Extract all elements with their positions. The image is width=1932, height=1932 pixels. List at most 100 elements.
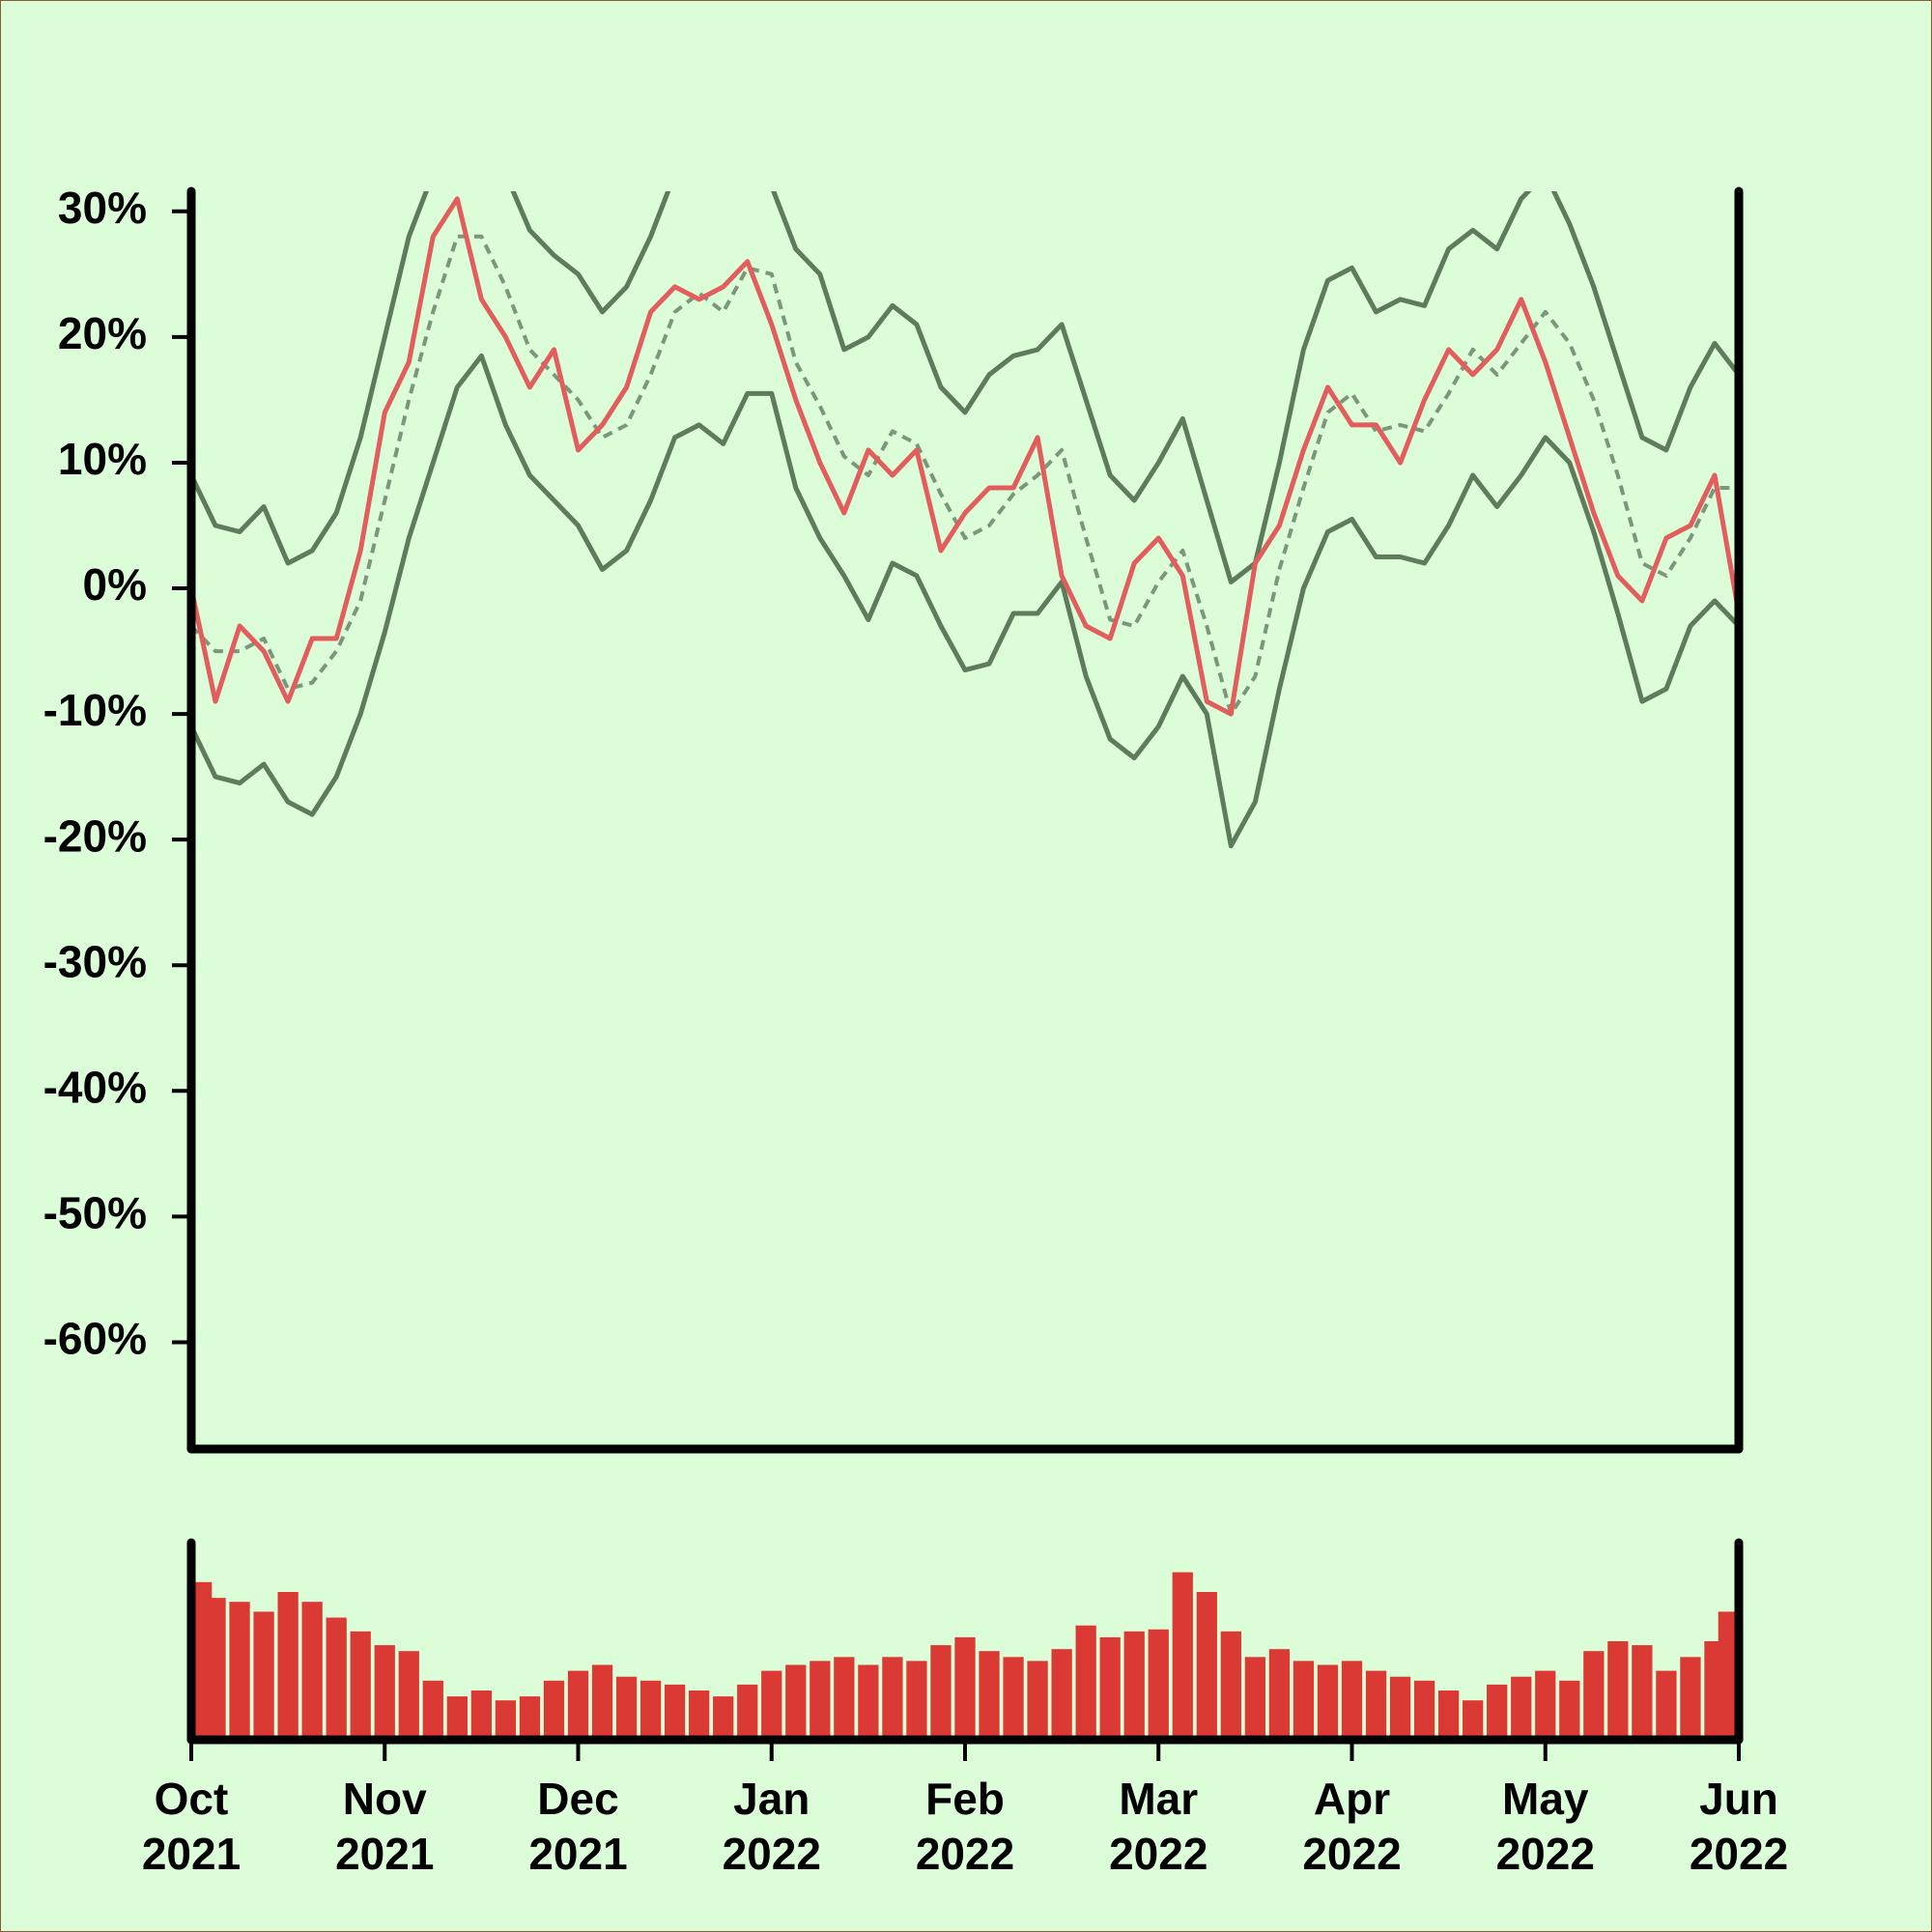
volume-bar [930, 1645, 952, 1740]
x-tick-label: Oct 2021 [142, 1774, 241, 1879]
volume-bar [1341, 1661, 1363, 1740]
volume-bar [1511, 1676, 1532, 1740]
volume-bar [1051, 1649, 1072, 1740]
volume-bar [1075, 1625, 1096, 1740]
volume-bar [664, 1684, 686, 1740]
volume-bar [1718, 1611, 1739, 1740]
volume-bar [1365, 1670, 1387, 1740]
x-tick-label-line: Jan [733, 1774, 810, 1824]
x-tick-label-line: Nov [343, 1774, 427, 1824]
x-tick-label-line: Apr [1314, 1774, 1390, 1824]
volume-bar [1437, 1690, 1460, 1740]
volume-bar [398, 1651, 419, 1740]
y-tick-label: -50% [43, 1188, 147, 1238]
volume-bar [253, 1611, 274, 1740]
volume-bar [470, 1690, 493, 1740]
volume-bar [1220, 1631, 1241, 1740]
volume-bar [326, 1617, 347, 1740]
volume-bar [277, 1592, 298, 1740]
y-tick-label: -60% [43, 1314, 147, 1364]
y-tick-label: 20% [58, 308, 147, 358]
x-tick-label: May 2022 [1496, 1774, 1595, 1879]
volume-bar [882, 1657, 903, 1740]
volume-bar [205, 1598, 226, 1740]
x-tick-label: Nov 2021 [335, 1774, 434, 1879]
volume-bar [495, 1700, 517, 1740]
volume-bar [689, 1690, 710, 1740]
x-tick-label-line: Jun [1699, 1774, 1778, 1824]
axes [186, 186, 1744, 1745]
x-tick-label-line: 2021 [142, 1829, 241, 1879]
volume-bar [1244, 1657, 1266, 1740]
volume-bar [519, 1696, 541, 1740]
volume-bar [446, 1696, 468, 1740]
y-tick-label: 30% [58, 183, 147, 233]
x-tick-label-line: Dec [537, 1774, 618, 1824]
volume-bar [785, 1664, 807, 1740]
volume-bar [1559, 1680, 1580, 1740]
volume-bar [761, 1670, 782, 1740]
x-tick-label: Jun 2022 [1690, 1774, 1788, 1879]
line-series [191, 191, 1739, 584]
volume-bar [1487, 1684, 1508, 1740]
volume-bar [1196, 1592, 1217, 1740]
x-tick-label-line: May [1502, 1774, 1589, 1824]
volume-bar [1099, 1636, 1121, 1740]
volume-bar [1003, 1657, 1024, 1740]
x-tick-label-line: 2022 [1109, 1829, 1208, 1879]
volume-bar [1123, 1631, 1145, 1740]
y-tick-label: -30% [43, 936, 147, 986]
volume-bar [1148, 1629, 1169, 1740]
x-tick-label-line: Feb [925, 1774, 1005, 1824]
volume-bar [422, 1680, 443, 1740]
volume-bar [713, 1696, 734, 1740]
volume-bar [810, 1661, 831, 1740]
volume-bar [543, 1680, 565, 1740]
x-tick-label: Apr 2022 [1302, 1774, 1401, 1879]
x-tick-label: Feb 2022 [916, 1774, 1014, 1879]
y-tick-label: -40% [43, 1062, 147, 1112]
line-series [191, 234, 1739, 717]
x-tick-label: Jan 2022 [723, 1774, 821, 1879]
volume-bar [1583, 1651, 1605, 1740]
x-tick-label-line: Mar [1119, 1774, 1198, 1824]
x-tick-label-line: 2022 [1302, 1829, 1401, 1879]
line-series [191, 353, 1739, 849]
volume-bar [1680, 1657, 1701, 1740]
volume-bar [1293, 1661, 1315, 1740]
line-series [191, 196, 1739, 717]
y-tick-label: -20% [43, 810, 147, 861]
x-tick-label: Dec 2021 [528, 1774, 627, 1879]
volume-bar [615, 1676, 638, 1740]
volume-bar [1268, 1649, 1291, 1740]
volume-bar [954, 1636, 976, 1740]
x-tick-label-line: 2022 [723, 1829, 821, 1879]
volume-bar [1463, 1700, 1484, 1740]
volume-bar [906, 1661, 927, 1740]
y-tick-label: -10% [43, 685, 147, 735]
volume-area [191, 1572, 1739, 1740]
plot-area [191, 191, 1739, 849]
volume-bar [1413, 1680, 1435, 1740]
volume-bar [834, 1657, 855, 1740]
x-tick-label-line: 2022 [916, 1829, 1014, 1879]
volume-bar [301, 1602, 323, 1740]
volume-bar [639, 1680, 662, 1740]
x-tick-label-line: Oct [155, 1774, 229, 1824]
volume-bar [1656, 1670, 1677, 1740]
volume-bar [1632, 1645, 1653, 1740]
volume-bar [229, 1602, 250, 1740]
volume-bar [1535, 1670, 1556, 1740]
volume-bar [858, 1664, 879, 1740]
x-tick-label-line: 2022 [1496, 1829, 1595, 1879]
x-tick-label: Mar 2022 [1109, 1774, 1208, 1879]
x-tick-label-line: 2021 [335, 1829, 434, 1879]
volume-bar [591, 1664, 613, 1740]
volume-bar [1607, 1641, 1629, 1740]
volume-bar [350, 1631, 371, 1740]
volume-bar [1027, 1661, 1048, 1740]
volume-bar [979, 1651, 1000, 1740]
volume-bar [374, 1645, 395, 1740]
y-tick-label: 10% [58, 434, 147, 484]
x-tick-label-line: 2022 [1690, 1829, 1788, 1879]
